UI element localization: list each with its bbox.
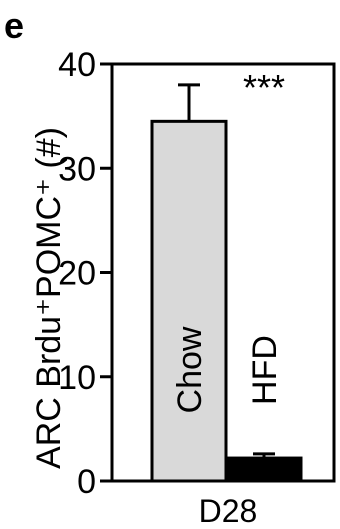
y-tick-label: 0 [77,463,96,501]
y-tick-label: 40 [58,46,96,84]
bar-label-hfd: HFD [246,335,284,405]
error-bars [178,83,275,459]
bar-label-chow: Chow [171,326,209,413]
plot-frame [110,62,336,483]
panel-label: e [4,5,24,46]
bars [150,119,303,483]
y-axis-label: ARC Brdu⁺POMC⁺ (#) [30,127,68,469]
bar-hfd [225,456,303,483]
y-tick-label: 30 [58,150,96,188]
y-tick-label: 20 [58,255,96,293]
bar-chow [150,119,228,483]
y-axis-ticks: 0 10 20 30 40 [58,46,112,501]
y-tick-label: 10 [58,359,96,397]
significance-label: *** [243,67,285,108]
bar-labels: Chow HFD [171,326,284,413]
x-axis-label: D28 [199,493,258,529]
